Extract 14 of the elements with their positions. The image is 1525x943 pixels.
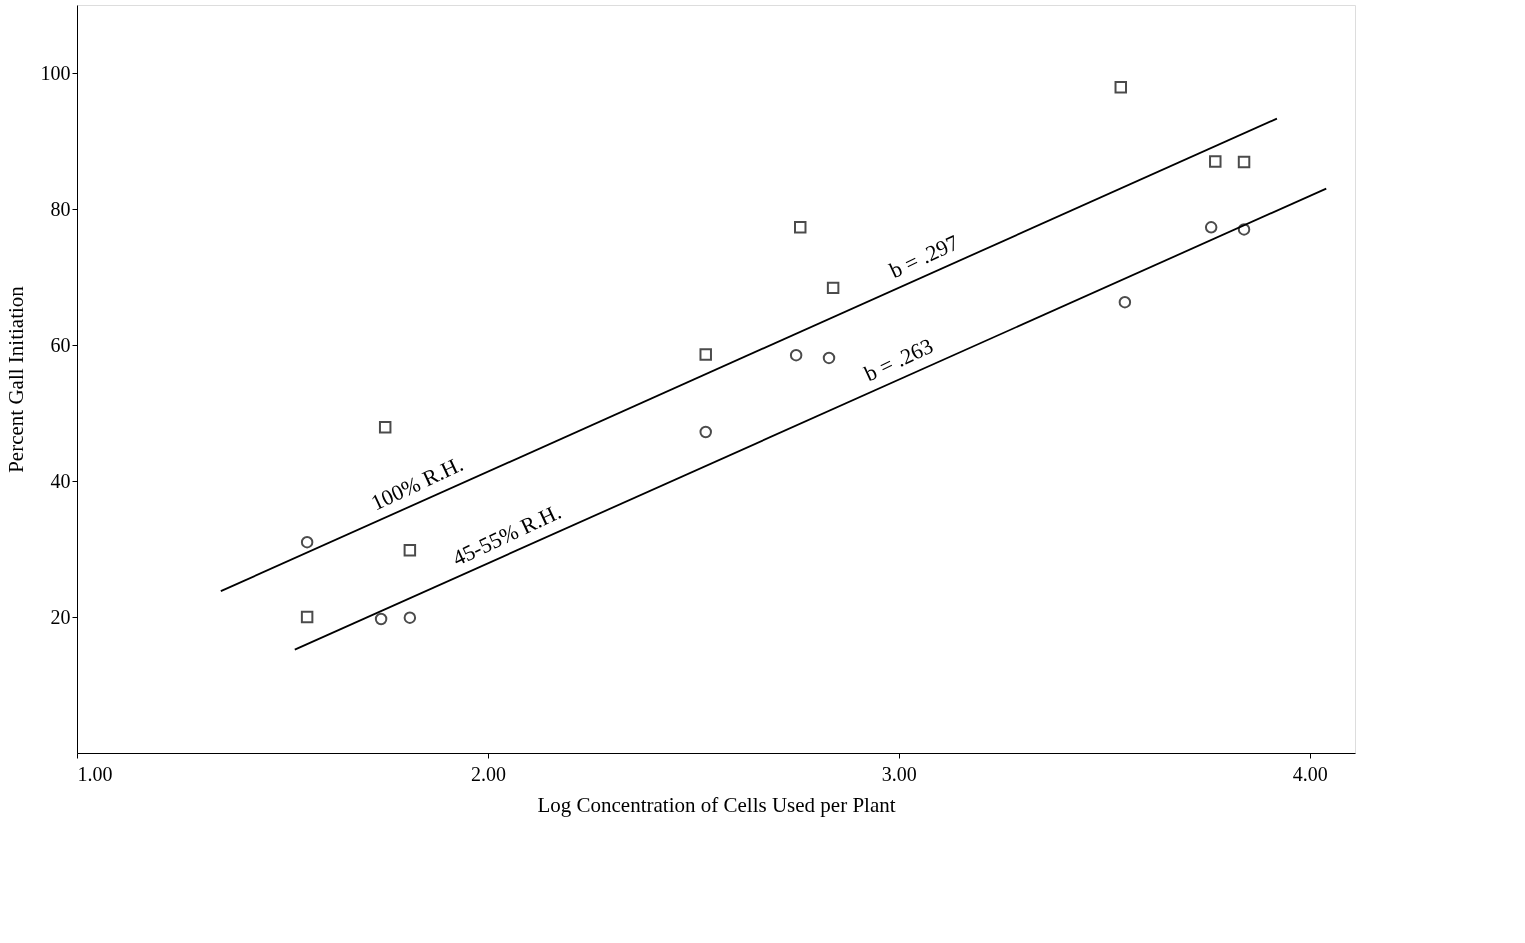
x-tick-label: 4.00 bbox=[1292, 762, 1328, 785]
y-tick-label: 60 bbox=[50, 333, 71, 356]
y-tick-label: 20 bbox=[50, 605, 71, 628]
y-axis-title: Percent Gall Initiation bbox=[3, 285, 28, 473]
x-axis-title: Log Concentration of Cells Used per Plant bbox=[537, 792, 896, 817]
y-tick-label: 100 bbox=[40, 61, 71, 84]
annotation: b = .297 bbox=[885, 229, 963, 284]
x-tick-label: 3.00 bbox=[881, 762, 917, 785]
x-tick-label: 2.00 bbox=[470, 762, 506, 785]
x-tick-label: 1.00 bbox=[77, 762, 113, 785]
y-tick-label: 80 bbox=[50, 197, 71, 220]
annotation: b = .263 bbox=[860, 332, 937, 387]
y-tick-label: 40 bbox=[50, 469, 71, 492]
annotation: 100% R.H. bbox=[367, 451, 467, 516]
